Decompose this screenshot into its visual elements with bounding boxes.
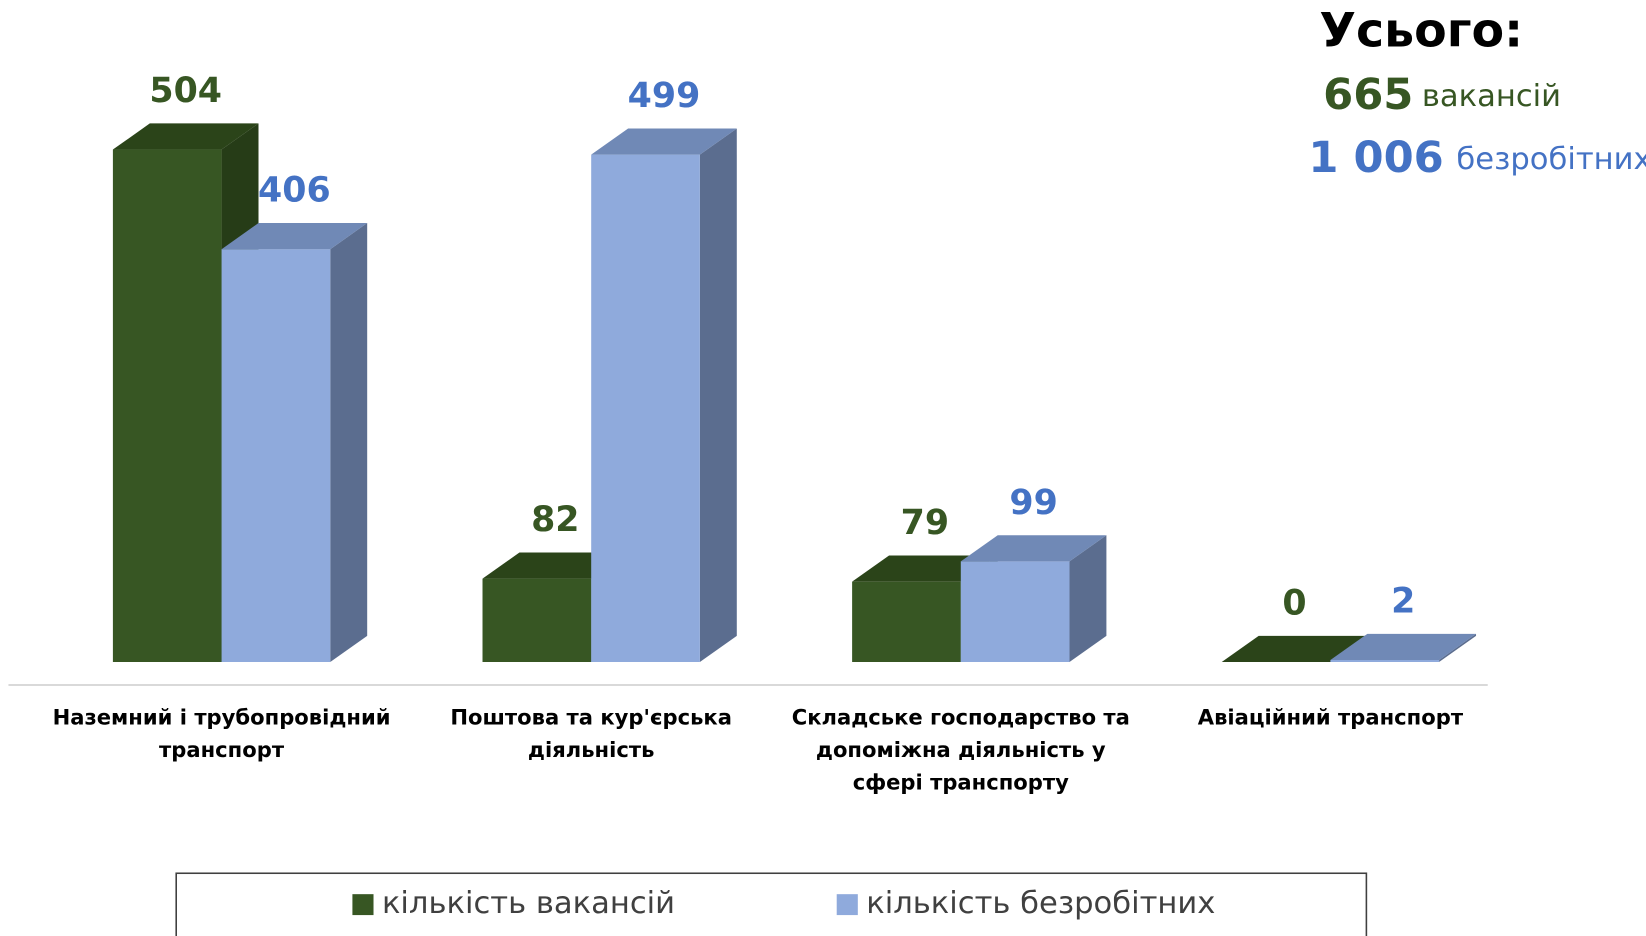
value-label: 406 — [258, 171, 331, 211]
bar-top — [960, 535, 1107, 562]
value-label: 82 — [531, 500, 579, 540]
total-unemployed: 1 006 безробітних — [1308, 133, 1646, 183]
bar-top — [112, 123, 259, 150]
total-unit: вакансій — [1422, 79, 1561, 114]
bar-side — [1439, 633, 1477, 662]
x-tick-label: Наземний і трубопровідний транспорт — [53, 706, 391, 762]
x-tick-label: Складське господарство та допоміжна діяль… — [792, 706, 1130, 795]
x-tick-label: Поштова та кур'єрська діяльність — [450, 706, 732, 762]
legend-swatch — [352, 894, 374, 916]
value-label: 79 — [901, 503, 949, 543]
total-value: 665 — [1323, 70, 1413, 120]
bar-top — [1221, 635, 1368, 662]
bar — [1330, 659, 1440, 662]
bar-side — [330, 223, 368, 662]
total-unit: безробітних — [1456, 142, 1646, 177]
legend-box — [175, 872, 1368, 936]
bar — [112, 149, 222, 662]
legend-label: кількість вакансій — [382, 886, 675, 921]
legend-label: кількість безробітних — [866, 886, 1215, 921]
bar-side — [699, 128, 737, 662]
bar — [852, 581, 961, 662]
bar-top — [591, 128, 737, 155]
value-label: 0 — [1282, 584, 1306, 624]
total-value: 1 006 — [1308, 133, 1443, 183]
bar — [591, 154, 700, 662]
value-label: 2 — [1391, 582, 1415, 622]
bar — [482, 578, 592, 662]
bar — [960, 561, 1070, 662]
value-label: 99 — [1009, 483, 1057, 523]
bar-top — [1330, 633, 1477, 660]
totals-title: Усього: — [1319, 4, 1523, 59]
total-vacancies: 665 вакансій — [1323, 70, 1561, 120]
value-label: 504 — [149, 71, 222, 111]
x-tick-label: Авіаційний транспорт — [1198, 706, 1464, 730]
value-label: 499 — [628, 76, 701, 116]
bar-top — [221, 223, 368, 250]
bar — [221, 249, 331, 662]
legend-swatch — [836, 894, 858, 916]
bar-side — [1069, 535, 1107, 662]
